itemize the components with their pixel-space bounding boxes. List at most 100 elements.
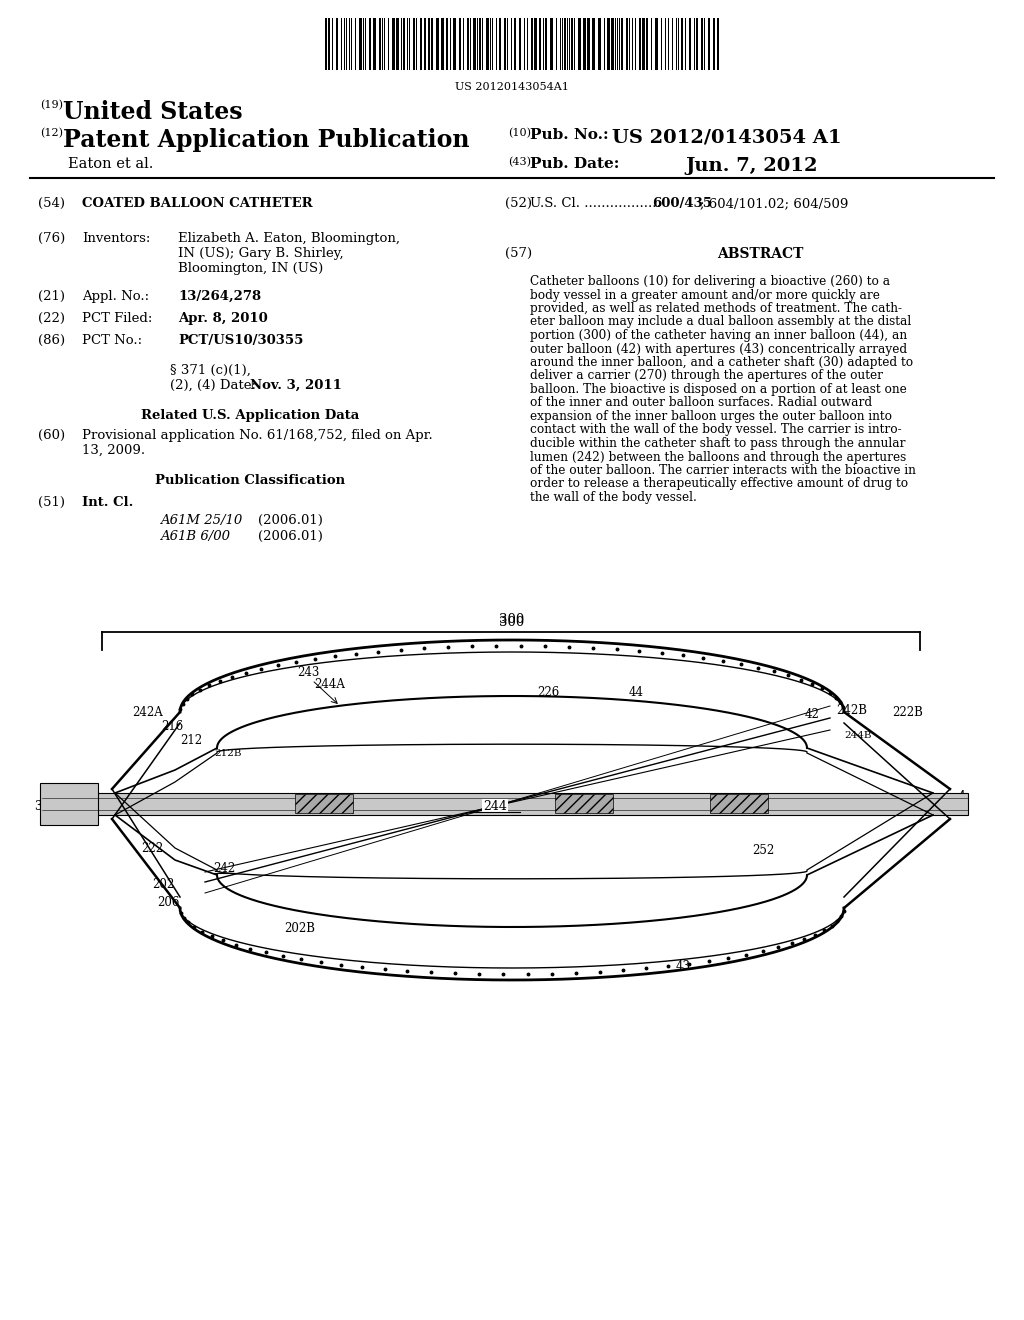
Bar [655,18,658,70]
Bar [436,18,439,70]
Text: (57): (57) [505,247,532,260]
Bar [392,18,395,70]
Bar [467,18,469,70]
Text: 244B: 244B [844,731,871,741]
Text: outer balloon (42) with apertures (43) concentrically arrayed: outer balloon (42) with apertures (43) c… [530,342,907,355]
Bar [428,18,430,70]
Bar [359,18,362,70]
Text: Appl. No.:: Appl. No.: [82,290,150,304]
Text: Pub. Date:: Pub. Date: [530,157,620,172]
Bar [611,18,614,70]
Text: portion (300) of the catheter having an inner balloon (44), an: portion (300) of the catheter having an … [530,329,907,342]
Text: ducible within the catheter shaft to pass through the annular: ducible within the catheter shaft to pas… [530,437,905,450]
Text: (76): (76) [38,232,66,246]
Text: (12): (12) [40,128,63,139]
Text: Patent Application Publication: Patent Application Publication [63,128,469,152]
Text: provided, as well as related methods of treatment. The cath-: provided, as well as related methods of … [530,302,902,315]
Bar [708,18,710,70]
Text: (51): (51) [38,496,65,510]
Text: 242B: 242B [837,704,867,717]
Bar [504,18,506,70]
Bar [639,18,641,70]
Text: § 371 (c)(1),: § 371 (c)(1), [170,364,251,378]
Text: (19): (19) [40,100,63,111]
Text: 244: 244 [483,800,507,813]
Text: (43): (43) [508,157,531,168]
Text: Jun. 7, 2012: Jun. 7, 2012 [685,157,817,176]
Text: 216: 216 [161,721,183,734]
Bar [40,783,98,825]
Bar [621,18,623,70]
Text: lumen (242) between the balloons and through the apertures: lumen (242) between the balloons and thr… [530,450,906,463]
Text: PCT/US10/30355: PCT/US10/30355 [178,334,303,347]
Text: expansion of the inner balloon urges the outer balloon into: expansion of the inner balloon urges the… [530,411,892,422]
Text: A61M 25/10: A61M 25/10 [160,513,243,527]
Text: U.S. Cl. ..................: U.S. Cl. .................. [530,197,665,210]
Bar [499,18,501,70]
Bar [453,18,456,70]
Bar [519,18,521,70]
Text: (52): (52) [505,197,532,210]
Bar [555,795,613,813]
Text: the wall of the body vessel.: the wall of the body vessel. [530,491,697,504]
Text: eter balloon may include a dual balloon assembly at the distal: eter balloon may include a dual balloon … [530,315,911,329]
Bar [713,18,715,70]
Bar [42,793,968,814]
Text: Nov. 3, 2011: Nov. 3, 2011 [250,379,342,392]
Text: 242A: 242A [133,705,164,718]
Text: Apr. 8, 2010: Apr. 8, 2010 [178,312,267,325]
Bar [424,18,426,70]
Text: (2006.01): (2006.01) [258,531,323,543]
Bar [446,18,449,70]
Text: 202: 202 [152,879,174,891]
Bar [420,18,422,70]
Text: Publication Classification: Publication Classification [155,474,345,487]
Text: United States: United States [63,100,243,124]
Text: contact with the wall of the body vessel. The carrier is intro-: contact with the wall of the body vessel… [530,424,901,437]
Text: US 2012/0143054 A1: US 2012/0143054 A1 [612,128,842,147]
Bar [578,18,581,70]
Bar [325,18,327,70]
Bar [564,18,566,70]
Text: (22): (22) [38,312,65,325]
Text: (10): (10) [508,128,531,139]
Text: US 20120143054A1: US 20120143054A1 [455,82,569,92]
Bar [295,795,353,813]
Bar [646,18,648,70]
Text: ; 604/101.02; 604/509: ; 604/101.02; 604/509 [700,197,848,210]
Bar [571,18,573,70]
Text: 212B: 212B [214,750,242,759]
Text: Int. Cl.: Int. Cl. [82,496,133,510]
Text: body vessel in a greater amount and/or more quickly are: body vessel in a greater amount and/or m… [530,289,880,301]
Text: 252: 252 [752,843,774,857]
Bar [681,18,683,70]
Text: Catheter balloons (10) for delivering a bioactive (260) to a: Catheter balloons (10) for delivering a … [530,275,890,288]
Text: 222: 222 [141,842,163,854]
Bar [369,18,371,70]
Bar [413,18,415,70]
Bar [459,18,461,70]
Text: PCT Filed:: PCT Filed: [82,312,153,325]
Text: 43: 43 [676,960,690,973]
Text: (21): (21) [38,290,65,304]
Text: (54): (54) [38,197,65,210]
Text: 13/264,278: 13/264,278 [178,290,261,304]
Bar [696,18,698,70]
Text: 300: 300 [500,616,524,630]
Bar [403,18,406,70]
Bar [710,795,768,813]
Text: ABSTRACT: ABSTRACT [717,247,803,261]
Bar [701,18,703,70]
Text: Provisional application No. 61/168,752, filed on Apr.: Provisional application No. 61/168,752, … [82,429,433,442]
Bar [486,18,489,70]
Text: around the inner balloon, and a catheter shaft (30) adapted to: around the inner balloon, and a catheter… [530,356,913,370]
Text: balloon. The bioactive is disposed on a portion of at least one: balloon. The bioactive is disposed on a … [530,383,906,396]
Bar [539,18,541,70]
Text: Pub. No.:: Pub. No.: [530,128,608,143]
Text: Eaton et al.: Eaton et al. [68,157,154,172]
Text: 206: 206 [157,895,179,908]
Bar [473,18,476,70]
Bar [514,18,516,70]
Text: (2), (4) Date:: (2), (4) Date: [170,379,256,392]
Bar [534,18,537,70]
